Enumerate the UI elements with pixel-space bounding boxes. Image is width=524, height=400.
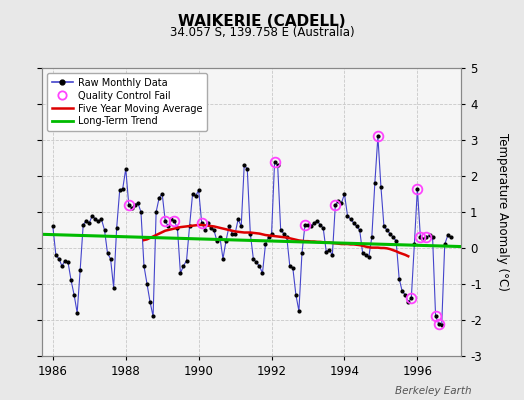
Text: WAIKERIE (CADELL): WAIKERIE (CADELL)	[178, 14, 346, 29]
Text: Berkeley Earth: Berkeley Earth	[395, 386, 472, 396]
Y-axis label: Temperature Anomaly (°C): Temperature Anomaly (°C)	[496, 133, 509, 291]
Legend: Raw Monthly Data, Quality Control Fail, Five Year Moving Average, Long-Term Tren: Raw Monthly Data, Quality Control Fail, …	[47, 73, 208, 131]
Text: 34.057 S, 139.758 E (Australia): 34.057 S, 139.758 E (Australia)	[170, 26, 354, 39]
